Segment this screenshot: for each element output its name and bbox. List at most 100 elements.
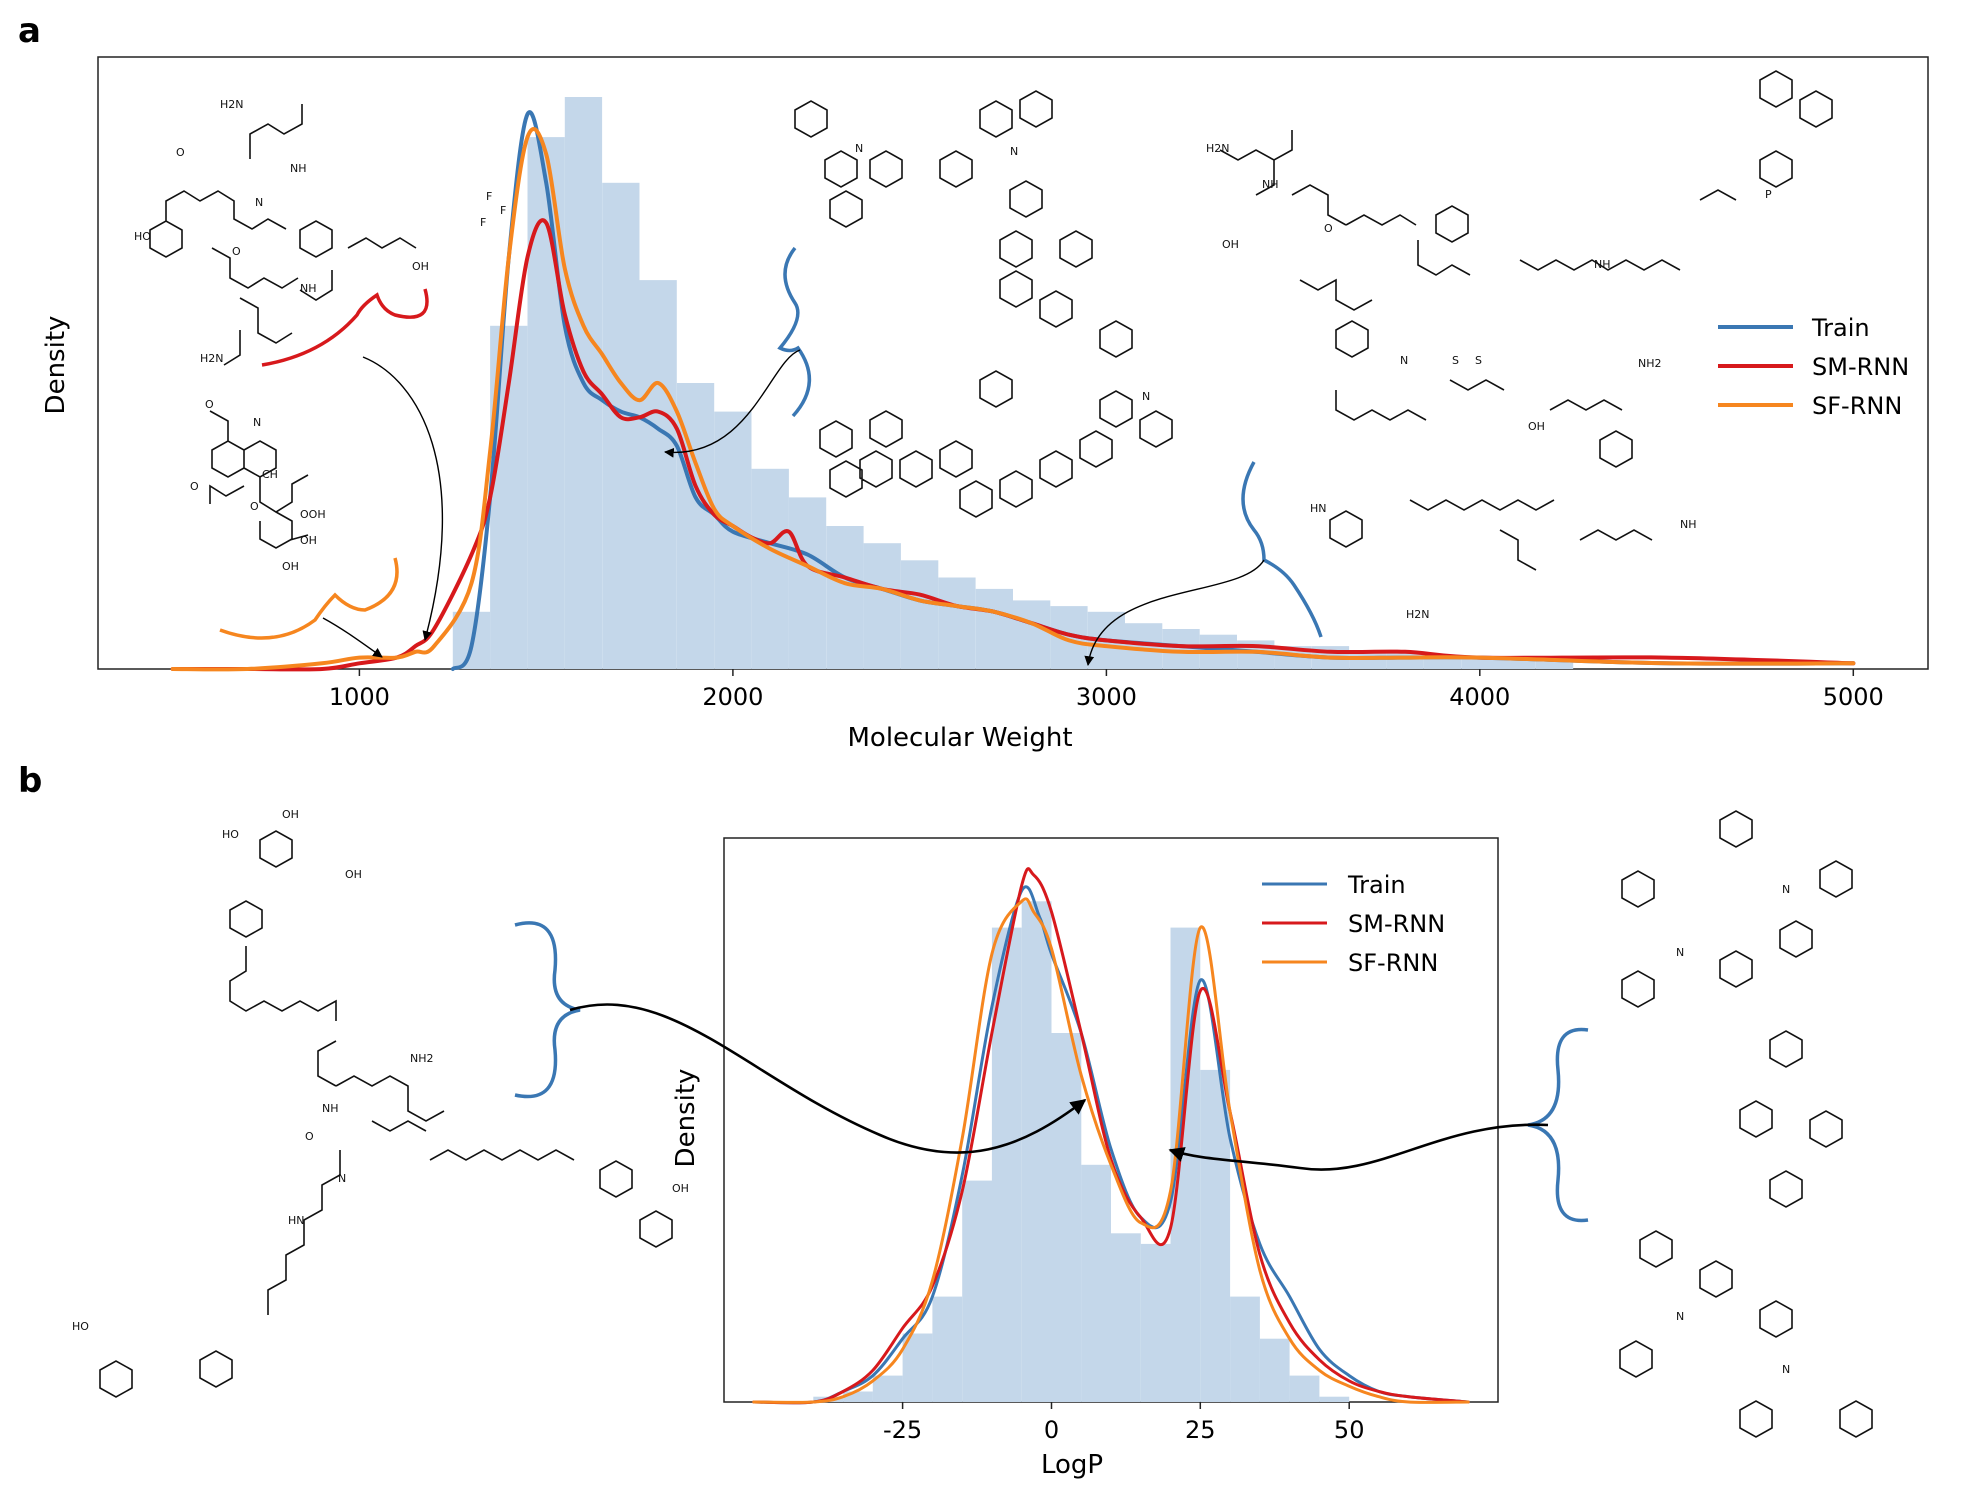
chart-a-y-axis-label: Density — [41, 316, 71, 415]
svg-text:OH: OH — [412, 260, 429, 273]
chart-b-x-tick-label-3: 50 — [1334, 1416, 1365, 1444]
svg-text:NH2: NH2 — [1638, 357, 1662, 370]
chart-a-x-tick-label-3: 4000 — [1449, 683, 1510, 711]
svg-text:O: O — [1324, 222, 1333, 235]
arrow-a2 — [322, 617, 383, 658]
brace-train-a4 — [1241, 461, 1323, 638]
svg-text:OH: OH — [1528, 420, 1545, 433]
chart-a-legend: Train SM-RNN SF-RNN — [1718, 314, 1909, 420]
legend-b-train-label: Train — [1347, 871, 1406, 899]
molecule-glycolipid-b1: OH HO OH NH2 NH N HN O OH HO — [72, 808, 689, 1398]
svg-text:H2N: H2N — [1206, 142, 1230, 155]
chart-b-hist-bar-4 — [932, 1296, 963, 1402]
chart-a-series-sm-rnn — [170, 218, 1856, 672]
svg-text:N: N — [1676, 946, 1684, 959]
svg-text:OH: OH — [345, 868, 362, 881]
brace-train-a3 — [777, 246, 811, 418]
svg-text:N: N — [253, 416, 261, 429]
svg-text:OH: OH — [282, 808, 299, 821]
chart-a-hist-bar-28 — [1498, 657, 1536, 669]
svg-text:N: N — [338, 1172, 346, 1185]
svg-text:H2N: H2N — [1406, 608, 1430, 621]
chart-a-hist-bar-4 — [602, 182, 640, 670]
chart-a-series-sf-rnn — [170, 127, 1856, 672]
chart-a-hist-bar-7 — [714, 411, 752, 669]
panel-b-label: b — [18, 761, 42, 801]
chart-a-hist-bar-10 — [826, 526, 864, 669]
legend-a-sf-rnn-label: SF-RNN — [1812, 392, 1902, 420]
brace-sf-a2 — [219, 557, 399, 640]
svg-text:OOH: OOH — [300, 508, 326, 521]
svg-text:F: F — [486, 190, 492, 203]
chart-b-series-sm-rnn — [752, 867, 1470, 1405]
arrow-a4 — [1084, 559, 1265, 666]
chart-b-lines — [752, 867, 1470, 1405]
svg-text:O: O — [176, 146, 185, 159]
svg-text:H2N: H2N — [220, 98, 244, 111]
legend-b-sm-rnn-label: SM-RNN — [1348, 910, 1445, 938]
svg-text:H2N: H2N — [200, 352, 224, 365]
svg-text:O: O — [250, 500, 259, 513]
svg-text:NH: NH — [300, 282, 317, 295]
chart-b-hist-bar-8 — [1051, 1033, 1082, 1402]
chart-a-x-ticks: 1000 2000 3000 4000 5000 — [329, 669, 1884, 711]
chart-a-x-tick-label-1: 2000 — [702, 683, 763, 711]
chart-a-x-axis-label: Molecular Weight — [847, 723, 1072, 753]
chart-a-hist-bar-13 — [938, 577, 976, 669]
svg-text:N: N — [1010, 145, 1018, 158]
brace-sm-a1 — [261, 288, 429, 367]
chart-a-x-tick-label-0: 1000 — [329, 683, 390, 711]
svg-text:HN: HN — [1310, 502, 1327, 515]
svg-text:O: O — [232, 245, 241, 258]
molecule-peptide-a1: H2N O NH N F F F HO OH O NH H2N — [134, 98, 506, 366]
legend-b-sf-rnn-label: SF-RNN — [1348, 949, 1438, 977]
chart-a-hist-bar-14 — [975, 588, 1013, 669]
svg-text:N: N — [855, 142, 863, 155]
svg-text:N: N — [1782, 1363, 1790, 1376]
svg-text:N: N — [1400, 354, 1408, 367]
chart-a: 1000 2000 3000 4000 5000 Molecular Weight De… — [41, 56, 1929, 753]
chart-a-lines — [170, 110, 1856, 672]
chart-b-hist-bar-11 — [1140, 1243, 1171, 1402]
svg-text:F: F — [480, 216, 486, 229]
svg-text:N: N — [255, 196, 263, 209]
svg-text:O: O — [205, 398, 214, 411]
svg-text:OH: OH — [1222, 238, 1239, 251]
svg-text:N: N — [1676, 1310, 1684, 1323]
molecule-arylamine-b2: N N N N — [1619, 810, 1873, 1438]
svg-text:S: S — [1452, 354, 1459, 367]
chart-b-x-axis-label: LogP — [1041, 1450, 1103, 1480]
svg-text:HN: HN — [288, 1214, 305, 1227]
chart-a-hist-bar-15 — [1013, 600, 1051, 669]
chart-a-hist-bar-9 — [788, 497, 827, 669]
chart-a-histogram — [452, 97, 1574, 670]
chart-a-hist-bar-5 — [639, 280, 677, 669]
chart-a-hist-bar-8 — [751, 468, 789, 669]
chart-b-hist-bar-16 — [1289, 1375, 1320, 1402]
svg-text:O: O — [190, 480, 199, 493]
chart-b-hist-bar-5 — [962, 1180, 992, 1402]
chart-b-hist-bar-9 — [1081, 1164, 1111, 1402]
legend-a-sm-rnn-label: SM-RNN — [1812, 353, 1909, 381]
chart-b-hist-bar-14 — [1230, 1296, 1260, 1402]
chart-a-hist-bar-24 — [1349, 651, 1387, 669]
chart-b-hist-bar-7 — [1021, 901, 1052, 1402]
molecule-peptide-a4: H2N NH OH O P NH N S S HN OH NH2 H2N NH — [1206, 70, 1833, 621]
svg-text:NH2: NH2 — [410, 1052, 434, 1065]
chart-b-hist-bar-1 — [843, 1391, 873, 1402]
chart-b-hist-bar-10 — [1111, 1233, 1141, 1402]
arrow-a3 — [664, 349, 801, 458]
chart-a-x-tick-label-4: 5000 — [1823, 683, 1884, 711]
svg-text:NH: NH — [1262, 178, 1279, 191]
chart-b-x-tick-label-1: 0 — [1044, 1416, 1059, 1444]
chart-b-series-sf-rnn — [752, 897, 1470, 1404]
chart-b-legend: Train SM-RNN SF-RNN — [1262, 871, 1445, 977]
chart-a-hist-bar-27 — [1461, 657, 1499, 669]
svg-text:F: F — [500, 204, 506, 217]
chart-a-hist-bar-11 — [863, 543, 901, 669]
molecule-glycoside-a2: O N O O CH OOH OH OH — [190, 398, 326, 573]
chart-b-hist-bar-6 — [991, 927, 1022, 1402]
svg-text:HO: HO — [222, 828, 239, 841]
chart-a-x-tick-label-2: 3000 — [1076, 683, 1137, 711]
